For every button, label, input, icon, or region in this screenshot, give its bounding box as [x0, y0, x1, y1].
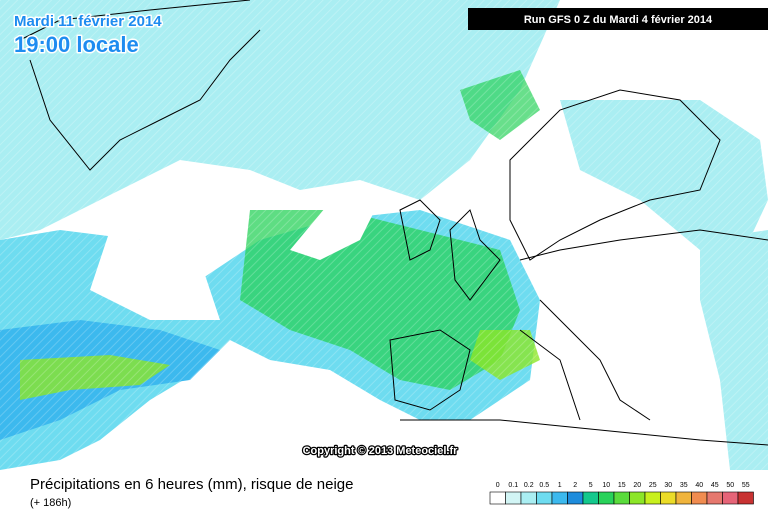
footer-title: Précipitations en 6 heures (mm), risque …: [30, 476, 354, 493]
legend-label: 20: [633, 482, 641, 489]
legend-label: 1: [558, 482, 562, 489]
legend-label: 0.1: [508, 482, 518, 489]
legend-swatch: [551, 491, 568, 505]
legend-swatch: [505, 491, 522, 505]
legend-swatch: [722, 491, 739, 505]
legend-swatch: [598, 491, 615, 505]
legend-swatch: [536, 491, 553, 505]
run-box: [468, 8, 768, 30]
coastlines: [19, 0, 768, 446]
legend-label: 40: [695, 482, 703, 489]
legend: 0 0.1 0.2 0.5 1 2 5 10 15 20 25 30 35 40 45 50 55: [489, 482, 754, 505]
legend-label: 10: [602, 482, 610, 489]
legend-swatch: [691, 491, 708, 505]
legend-label: 25: [649, 482, 657, 489]
legend-label: 50: [726, 482, 734, 489]
legend-label: 35: [680, 482, 688, 489]
legend-swatch: [489, 491, 506, 505]
legend-label: 0.2: [524, 482, 534, 489]
footer: [0, 470, 768, 512]
legend-label: 30: [664, 482, 672, 489]
legend-swatch: [613, 491, 630, 505]
legend-swatch: [582, 491, 599, 505]
legend-label: 0.5: [539, 482, 549, 489]
legend-swatch: [644, 491, 661, 505]
legend-swatch: [520, 491, 537, 505]
legend-label: 15: [618, 482, 626, 489]
time-label: 19:00 locale: [14, 32, 139, 57]
legend-swatch: [675, 491, 692, 505]
footer-subtitle: (+ 186h): [30, 497, 71, 509]
legend-label: 5: [589, 482, 593, 489]
precipitation-field: [0, 0, 768, 470]
legend-label: 0: [496, 482, 500, 489]
copyright: Copyright © 2013 Meteociel.fr: [303, 445, 459, 457]
run-label: Run GFS 0 Z du Mardi 4 février 2014: [524, 14, 713, 26]
legend-swatch: [629, 491, 646, 505]
legend-label: 55: [742, 482, 750, 489]
legend-swatch: [737, 491, 754, 505]
legend-swatch: [706, 491, 723, 505]
date-label: Mardi 11 février 2014: [14, 13, 162, 30]
legend-swatch: [567, 491, 584, 505]
legend-swatch: [660, 491, 677, 505]
legend-label: 2: [573, 482, 577, 489]
legend-label: 45: [711, 482, 719, 489]
